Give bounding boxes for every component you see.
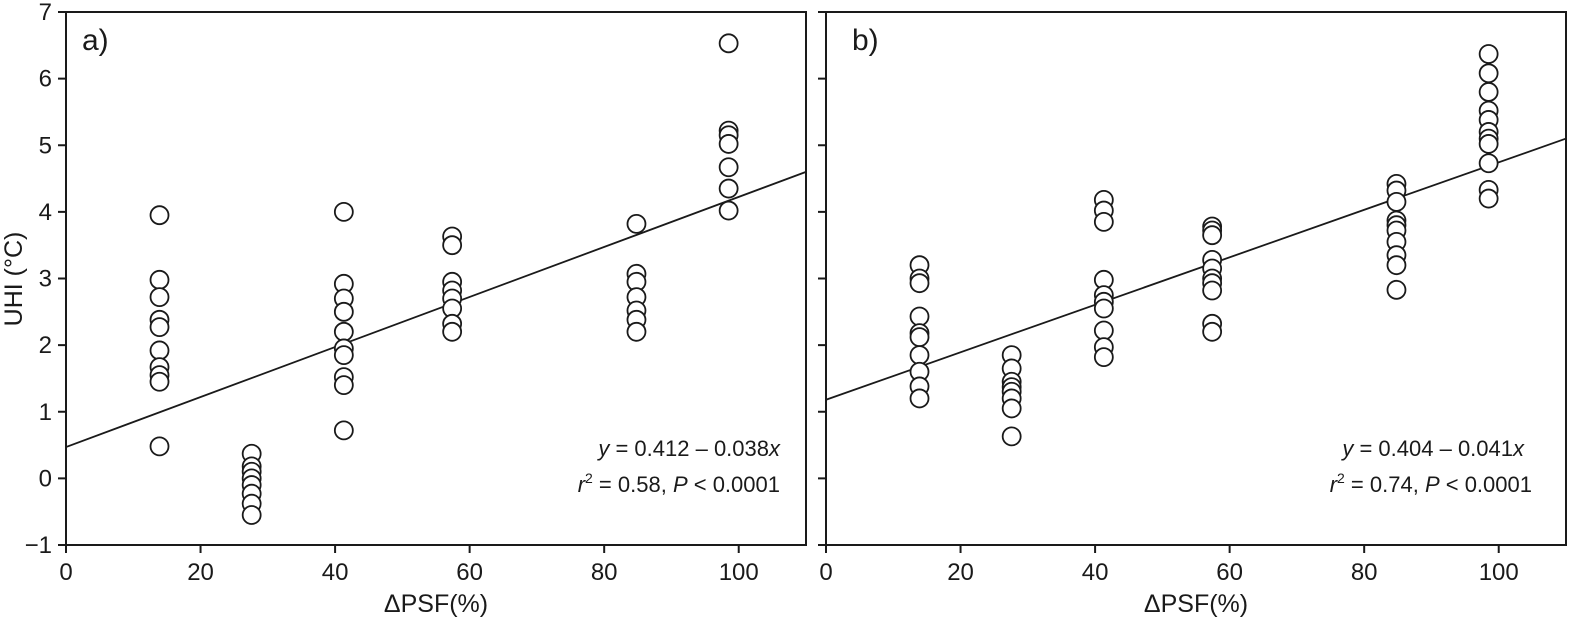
data-point	[1478, 188, 1499, 209]
data-point	[149, 371, 170, 392]
data-point	[626, 213, 647, 234]
panel-a-frame	[65, 11, 807, 546]
data-point	[333, 345, 354, 366]
x-tick-label: 80	[1351, 559, 1378, 586]
y-tick-label: 7	[39, 0, 52, 26]
data-point	[333, 201, 354, 222]
data-point	[1093, 298, 1114, 319]
panel-b-fit	[825, 137, 1567, 401]
regression-line	[65, 171, 807, 448]
panel-a-stats: r2 = 0.58, P < 0.0001	[578, 470, 780, 497]
x-tick-label: 40	[322, 559, 349, 586]
panel-a-ticks: 0 20 40 60 80 100 −1 0 1 2 3 4 5 6 7	[25, 0, 759, 586]
x-tick-label: 20	[187, 559, 214, 586]
panel-b-equation: y = 0.404 – 0.041x	[1340, 436, 1525, 461]
data-point	[1478, 63, 1499, 84]
data-point	[909, 273, 930, 294]
panel-b-xlabel: ΔPSF(%)	[1144, 590, 1248, 618]
data-point	[909, 327, 930, 348]
y-tick-label: 1	[39, 399, 52, 426]
x-tick-label: 60	[1216, 559, 1243, 586]
data-point	[626, 321, 647, 342]
data-point	[149, 317, 170, 338]
data-point	[909, 345, 930, 366]
data-point	[149, 269, 170, 290]
x-tick-label: 0	[819, 559, 832, 586]
data-point	[149, 287, 170, 308]
x-tick-label: 100	[1479, 559, 1519, 586]
data-point	[1386, 191, 1407, 212]
panel-b-ticks: 0 20 40 60 80 100	[818, 11, 1519, 586]
data-point	[1386, 255, 1407, 276]
data-point	[1386, 279, 1407, 300]
panel-b-label: b)	[852, 24, 879, 57]
data-point	[442, 235, 463, 256]
panel-b-stats: r2 = 0.74, P < 0.0001	[1330, 470, 1532, 497]
y-tick-label: 5	[39, 132, 52, 159]
data-point	[1093, 320, 1114, 341]
data-point	[1202, 321, 1223, 342]
panel-a-fit	[65, 171, 807, 448]
panel-a: 0 20 40 60 80 100 −1 0 1 2 3 4 5 6 7 a) y = 0.412 – 0.…	[0, 0, 807, 618]
x-tick-label: 80	[591, 559, 618, 586]
data-point	[1478, 82, 1499, 102]
y-tick-label: −1	[25, 532, 52, 559]
data-point	[1478, 134, 1499, 154]
panel-a-points	[149, 33, 739, 525]
panel-b: 0 20 40 60 80 100 b) y = 0.404 – 0.041x r2 = …	[818, 11, 1567, 618]
panel-a-xlabel: ΔPSF(%)	[384, 590, 488, 618]
data-point	[149, 436, 170, 457]
panel-a-ylabel: UHI (°C)	[0, 232, 28, 327]
data-point	[1478, 44, 1499, 64]
data-point	[1093, 347, 1114, 368]
y-tick-label: 6	[39, 66, 52, 93]
data-point	[149, 205, 170, 226]
y-tick-label: 0	[39, 465, 52, 492]
data-point	[333, 321, 354, 342]
regression-line	[825, 137, 1567, 401]
y-tick-label: 3	[39, 266, 52, 293]
data-point	[333, 375, 354, 396]
data-point	[1478, 153, 1499, 174]
data-point	[1202, 280, 1223, 301]
data-point	[149, 340, 170, 361]
y-tick-label: 2	[39, 332, 52, 359]
data-point	[1001, 426, 1022, 447]
data-point	[909, 306, 930, 327]
data-point	[718, 200, 739, 221]
x-tick-label: 40	[1082, 559, 1109, 586]
data-point	[442, 321, 463, 342]
data-point	[333, 420, 354, 441]
panel-b-frame	[825, 11, 1567, 546]
data-point	[1202, 225, 1223, 246]
panel-b-points	[909, 44, 1499, 447]
data-point	[909, 388, 930, 409]
data-point	[333, 301, 354, 322]
x-tick-label: 60	[456, 559, 483, 586]
panel-a-equation: y = 0.412 – 0.038x	[596, 436, 781, 461]
data-point	[241, 505, 262, 525]
data-point	[718, 134, 739, 154]
data-point	[1093, 211, 1114, 232]
y-tick-label: 4	[39, 199, 52, 226]
panel-a-label: a)	[82, 24, 109, 57]
x-tick-label: 100	[719, 559, 759, 586]
data-point	[718, 178, 739, 199]
data-point	[1001, 398, 1022, 419]
x-tick-label: 0	[59, 559, 72, 586]
data-point	[718, 33, 739, 54]
x-tick-label: 20	[947, 559, 974, 586]
data-point	[718, 157, 739, 178]
